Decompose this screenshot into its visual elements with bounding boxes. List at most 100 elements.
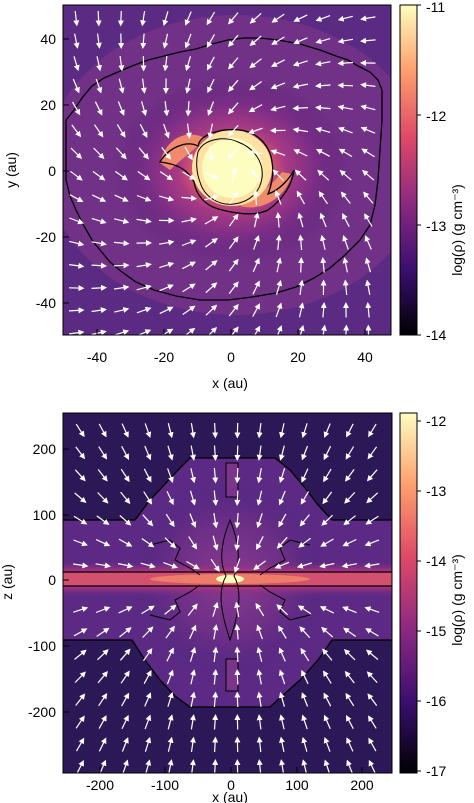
velocity-arrow	[234, 512, 241, 529]
velocity-arrow	[255, 602, 265, 617]
velocity-arrow	[212, 513, 219, 529]
velocity-arrow	[143, 669, 152, 684]
velocity-arrow	[161, 328, 174, 335]
velocity-arrow	[293, 149, 308, 157]
velocity-arrow	[337, 104, 354, 111]
velocity-arrow	[296, 562, 312, 569]
velocity-arrow	[301, 759, 308, 773]
velocity-arrow	[228, 57, 239, 70]
velocity-arrow	[252, 189, 259, 206]
colorbar-tick-label: -14	[426, 553, 446, 569]
y-axis: 200 100 0 -100 -200 z (au)	[0, 441, 69, 720]
velocity-arrow	[256, 624, 263, 640]
velocity-arrow	[69, 262, 85, 269]
velocity-arrow	[233, 558, 241, 574]
velocity-arrow	[73, 562, 89, 569]
velocity-arrow	[228, 236, 239, 249]
velocity-arrow	[301, 445, 309, 461]
x-axis: -200 -100 0 100 200 x (au)	[86, 767, 374, 803]
velocity-arrow	[212, 736, 219, 753]
velocity-arrow	[113, 262, 130, 269]
velocity-arrow	[365, 302, 372, 318]
velocity-arrow	[275, 302, 283, 318]
velocity-arrow	[212, 669, 219, 685]
velocity-arrow	[320, 302, 327, 318]
velocity-arrow	[345, 714, 354, 729]
velocity-arrow	[69, 194, 84, 203]
velocity-arrow	[95, 539, 111, 547]
velocity-arrow	[206, 11, 216, 26]
velocity-arrow	[252, 280, 260, 295]
colorbar-label: log(ρ) (g cm⁻³)	[449, 184, 465, 276]
velocity-arrow	[360, 126, 376, 134]
velocity-arrow	[228, 258, 239, 272]
velocity-arrow	[278, 691, 285, 707]
velocity-arrow	[163, 123, 170, 139]
velocity-arrow	[184, 327, 196, 335]
velocity-arrow	[342, 257, 349, 273]
velocity-arrow	[212, 445, 219, 461]
velocity-arrow	[118, 606, 133, 614]
velocity-arrow	[256, 736, 263, 753]
velocity-arrow	[212, 691, 219, 708]
velocity-arrow	[292, 105, 309, 112]
y-tick-label: 0	[48, 572, 56, 588]
velocity-arrow	[212, 714, 219, 730]
velocity-arrow	[159, 284, 174, 292]
velocity-arrow	[234, 535, 241, 551]
velocity-arrow	[93, 147, 105, 160]
velocity-arrow	[186, 560, 200, 570]
y-axis-label: z (au)	[0, 564, 15, 600]
velocity-arrow	[121, 692, 130, 707]
velocity-arrow	[181, 239, 197, 247]
velocity-arrow	[343, 515, 356, 526]
velocity-arrow	[98, 715, 107, 729]
velocity-arrow	[342, 279, 349, 296]
velocity-arrow	[256, 759, 263, 773]
velocity-arrow	[75, 693, 86, 706]
y-tick-label: -200	[28, 704, 56, 720]
velocity-arrow	[278, 669, 286, 685]
velocity-arrow	[368, 423, 377, 438]
velocity-arrow	[73, 56, 80, 72]
velocity-arrow	[120, 468, 130, 483]
velocity-arrow	[98, 692, 108, 707]
velocity-arrow	[323, 468, 332, 483]
velocity-arrow	[136, 194, 152, 202]
velocity-arrow	[120, 491, 131, 505]
velocity-arrow	[342, 606, 357, 614]
velocity-arrow	[76, 759, 84, 773]
y-tick-label: 0	[48, 163, 56, 179]
velocity-arrow	[301, 669, 309, 685]
velocity-arrow	[189, 646, 197, 662]
velocity-arrow	[343, 649, 356, 661]
velocity-arrow	[212, 467, 219, 484]
velocity-arrow	[301, 692, 309, 707]
outer-contour	[65, 37, 383, 301]
velocity-arrow	[95, 33, 102, 49]
velocity-arrow	[184, 146, 193, 161]
velocity-arrow	[141, 101, 148, 117]
velocity-arrow	[162, 56, 169, 72]
velocity-arrow	[274, 561, 290, 569]
velocity-arrow	[360, 37, 376, 44]
velocity-arrow	[231, 167, 238, 183]
velocity-arrow	[190, 691, 196, 708]
x-tick-label: -100	[151, 777, 179, 793]
velocity-arrow	[279, 714, 285, 730]
velocity-arrow	[320, 257, 327, 273]
velocity-arrow	[75, 715, 85, 729]
velocity-arrow	[139, 124, 148, 139]
velocity-arrow	[166, 647, 174, 662]
velocity-arrow	[323, 670, 332, 684]
velocity-arrow	[69, 329, 85, 335]
velocity-arrow	[114, 284, 130, 291]
outflow-lobe-bottom	[225, 658, 239, 692]
velocity-arrow	[72, 78, 80, 94]
velocity-arrow	[206, 56, 215, 71]
velocity-arrow	[144, 692, 152, 707]
velocity-arrow	[321, 514, 334, 526]
velocity-arrow	[228, 303, 239, 317]
velocity-arrow	[98, 737, 107, 752]
velocity-arrow	[212, 646, 219, 662]
